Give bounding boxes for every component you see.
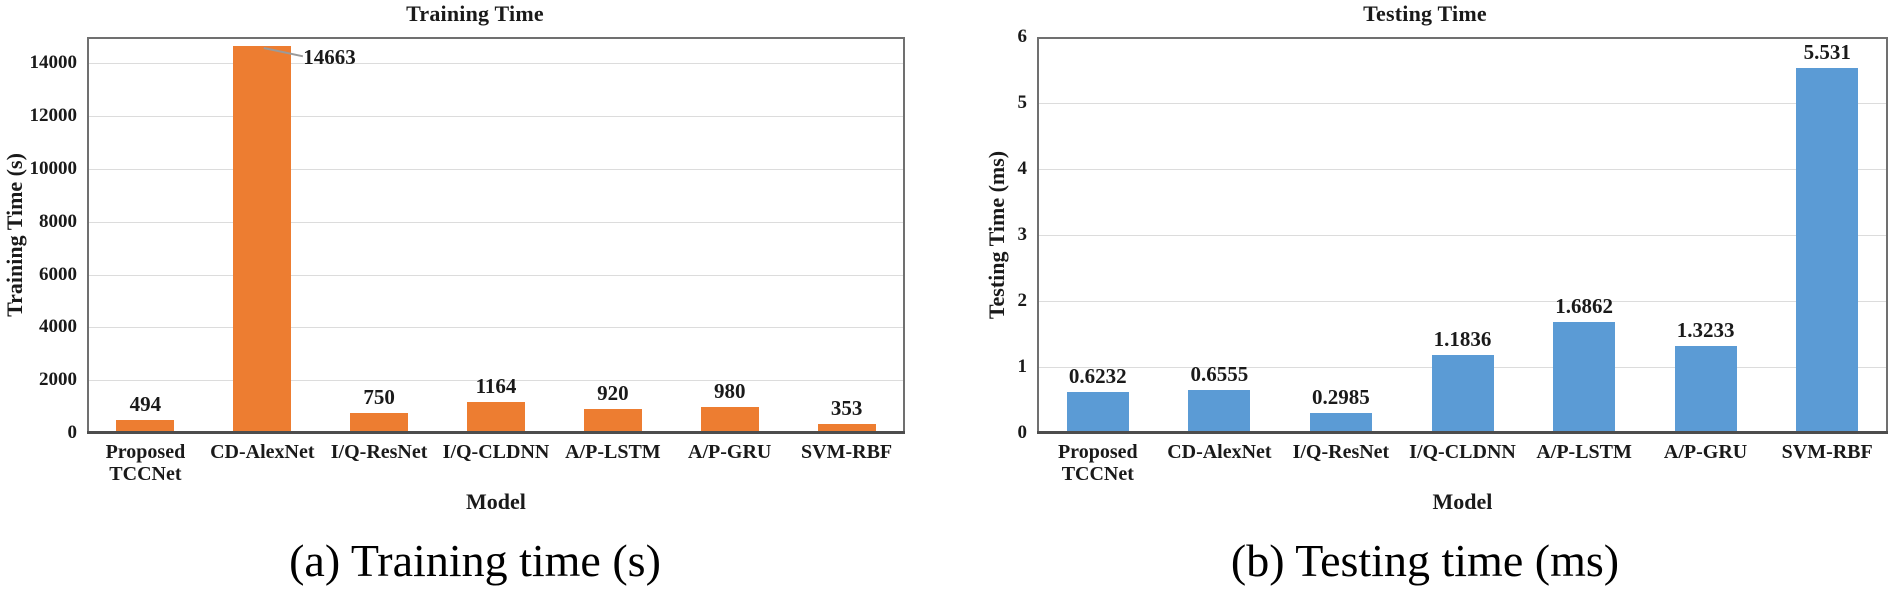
y-tick-label: 1 bbox=[1017, 356, 1028, 377]
x-tick-label: CD-AlexNet bbox=[1144, 441, 1294, 463]
x-tick-label-line: SVM-RBF bbox=[1781, 441, 1873, 463]
y-tick-label: 6000 bbox=[39, 264, 77, 285]
x-tick-label: I/Q-CLDNN bbox=[421, 441, 571, 463]
x-tick-label: SVM-RBF bbox=[1752, 441, 1900, 463]
y-tick-label: 3 bbox=[1017, 224, 1028, 245]
bar-cd-alexnet bbox=[233, 45, 292, 433]
bar-cd-alexnet bbox=[1188, 389, 1251, 433]
value-label: 0.6232 bbox=[1068, 363, 1127, 388]
bar-i-q-cldnn bbox=[467, 402, 525, 433]
y-tick-label: 2000 bbox=[39, 369, 77, 390]
x-axis-line bbox=[1037, 431, 1888, 434]
bar-i-q-cldnn bbox=[1431, 354, 1494, 433]
bar-proposed-tccnet bbox=[116, 420, 175, 433]
y-tick-label: 8000 bbox=[39, 211, 77, 232]
x-tick-label-line: A/P-GRU bbox=[1663, 441, 1748, 463]
value-label: 920 bbox=[597, 380, 629, 405]
x-tick-label-line: TCCNet bbox=[1061, 463, 1134, 485]
x-tick-label: Proposed TCCNet bbox=[70, 441, 220, 485]
testing-time-chart: Testing Time Testing Time (ms) 0 1 2 3 4 5 6 0.… bbox=[950, 0, 1900, 590]
x-tick-label: CD-AlexNet bbox=[187, 441, 337, 463]
value-label: 5.531 bbox=[1803, 40, 1851, 64]
bar-a-p-gru bbox=[700, 407, 759, 433]
value-label: 1.6862 bbox=[1555, 293, 1613, 318]
bar-a-p-gru bbox=[1674, 345, 1737, 433]
x-tick-label-line: SVM-RBF bbox=[801, 441, 893, 463]
x-tick-label: A/P-LSTM bbox=[538, 441, 688, 463]
gridline bbox=[89, 63, 903, 64]
x-tick-label: A/P-LSTM bbox=[1509, 441, 1659, 463]
x-tick-label-line: I/Q-CLDNN bbox=[442, 441, 550, 463]
gridline bbox=[1039, 169, 1886, 170]
gridline bbox=[1039, 235, 1886, 236]
x-tick-label-line: A/P-LSTM bbox=[565, 441, 661, 463]
training-time-chart: Training Time Training Time (s) 0 2000 400… bbox=[2, 1, 922, 586]
x-tick-label-line: A/P-LSTM bbox=[1536, 441, 1632, 463]
value-label: 0.6555 bbox=[1190, 361, 1249, 386]
value-label: 1.3233 bbox=[1676, 317, 1735, 342]
bar-i-q-resnet bbox=[1309, 413, 1372, 433]
x-tick-label-line: I/Q-ResNet bbox=[1292, 441, 1390, 463]
value-label: 1164 bbox=[475, 374, 517, 399]
x-axis-line bbox=[87, 431, 905, 434]
bar-svm-rbf bbox=[1796, 68, 1859, 433]
subfigure-caption: (a) Training time (s) bbox=[289, 535, 661, 586]
gridline bbox=[1039, 103, 1886, 104]
x-tick-label-line: Proposed bbox=[1057, 441, 1138, 463]
gridline bbox=[89, 327, 903, 328]
value-label: 0.2985 bbox=[1312, 385, 1370, 410]
value-label: 1.1836 bbox=[1433, 326, 1492, 351]
value-label: 494 bbox=[129, 392, 162, 416]
x-axis-title: Model bbox=[466, 489, 526, 514]
gridline bbox=[89, 275, 903, 276]
x-tick-label-line: I/Q-CLDNN bbox=[1409, 441, 1516, 463]
x-tick-label-line: CD-AlexNet bbox=[210, 441, 315, 463]
value-label: 750 bbox=[363, 385, 395, 410]
gridline bbox=[89, 116, 903, 117]
y-tick-label: 6 bbox=[1017, 26, 1028, 47]
bar-a-p-lstm bbox=[1553, 321, 1616, 433]
chart-title: Training Time bbox=[406, 1, 544, 26]
value-label: 14663 bbox=[303, 44, 356, 69]
subfigure-caption: (b) Testing time (ms) bbox=[1230, 535, 1620, 586]
x-tick-label-line: Proposed bbox=[105, 441, 186, 463]
x-tick-label-line: TCCNet bbox=[109, 463, 182, 485]
y-tick-label: 4 bbox=[1017, 158, 1028, 179]
y-tick-label: 5 bbox=[1017, 92, 1028, 113]
y-tick-label: 2 bbox=[1017, 290, 1028, 311]
y-tick-label: 4000 bbox=[39, 316, 77, 337]
x-tick-label: A/P-GRU bbox=[655, 441, 805, 463]
x-tick-label-line: A/P-GRU bbox=[688, 441, 772, 463]
x-axis-title: Model bbox=[1432, 489, 1493, 514]
y-tick-label: 0 bbox=[67, 422, 78, 443]
x-tick-label: I/Q-CLDNN bbox=[1388, 441, 1538, 463]
bar-proposed-tccnet bbox=[1066, 391, 1129, 433]
bar-svm-rbf bbox=[817, 423, 876, 433]
y-tick-label: 12000 bbox=[29, 105, 78, 126]
x-tick-label: I/Q-ResNet bbox=[1266, 441, 1416, 463]
chart-title: Testing Time bbox=[1363, 1, 1487, 26]
gridline bbox=[89, 380, 903, 381]
gridline bbox=[89, 222, 903, 223]
y-tick-label: 14000 bbox=[29, 52, 78, 73]
bar-a-p-lstm bbox=[583, 408, 642, 433]
gridline bbox=[89, 169, 903, 170]
x-tick-label: I/Q-ResNet bbox=[304, 441, 454, 463]
bar-i-q-resnet bbox=[350, 413, 409, 433]
x-tick-label-line: CD-AlexNet bbox=[1167, 441, 1272, 463]
value-label: 980 bbox=[713, 379, 746, 404]
y-tick-label: 10000 bbox=[29, 158, 78, 179]
x-tick-label: Proposed TCCNet bbox=[1023, 441, 1173, 485]
value-label: 353 bbox=[830, 395, 863, 420]
x-tick-label-line: I/Q-ResNet bbox=[330, 441, 428, 463]
x-tick-label: A/P-GRU bbox=[1631, 441, 1781, 463]
y-tick-label: 0 bbox=[1017, 422, 1028, 443]
gridline bbox=[1039, 301, 1886, 302]
x-tick-label: SVM-RBF bbox=[772, 441, 922, 463]
